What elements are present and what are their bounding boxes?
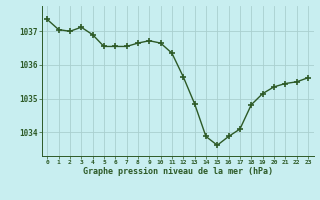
X-axis label: Graphe pression niveau de la mer (hPa): Graphe pression niveau de la mer (hPa)	[83, 167, 273, 176]
